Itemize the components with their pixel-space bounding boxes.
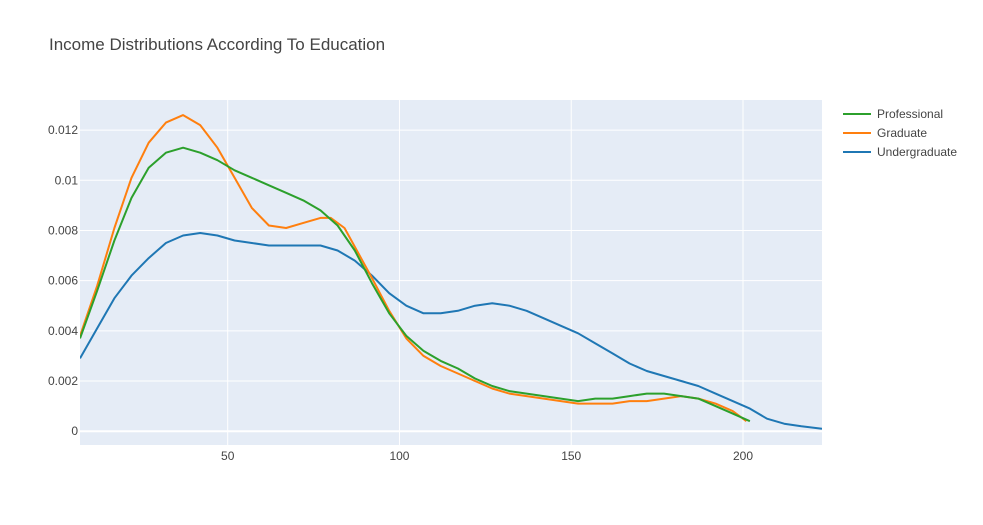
legend-item-professional[interactable]: Professional [843,107,943,121]
legend-label: Undergraduate [877,145,957,159]
legend-label: Graduate [877,126,927,140]
y-axis-ticks: 0 0.002 0.004 0.006 0.008 0.01 0.012 [48,123,78,438]
y-tick-label: 0.002 [48,374,78,388]
legend: Professional Graduate Undergraduate [843,107,957,159]
series-line-undergraduate[interactable] [80,232,822,430]
series-lines [80,114,822,430]
plot-background[interactable] [80,100,822,445]
y-tick-label: 0.012 [48,123,78,137]
x-tick-label: 150 [561,449,581,463]
x-tick-label: 50 [221,449,235,463]
x-tick-label: 100 [389,449,409,463]
y-tick-label: 0.006 [48,274,78,288]
legend-label: Professional [877,107,943,121]
y-tick-label: 0.004 [48,324,78,338]
y-tick-label: 0.01 [55,173,79,187]
legend-item-undergraduate[interactable]: Undergraduate [843,145,957,159]
legend-item-graduate[interactable]: Graduate [843,126,927,140]
chart-title: Income Distributions According To Educat… [49,35,385,54]
x-tick-label: 200 [733,449,753,463]
series-line-graduate[interactable] [80,114,747,423]
y-tick-label: 0.008 [48,223,78,237]
x-axis-ticks: 50 100 150 200 [221,449,753,463]
y-tick-label: 0 [71,424,78,438]
series-line-professional[interactable] [80,146,751,423]
